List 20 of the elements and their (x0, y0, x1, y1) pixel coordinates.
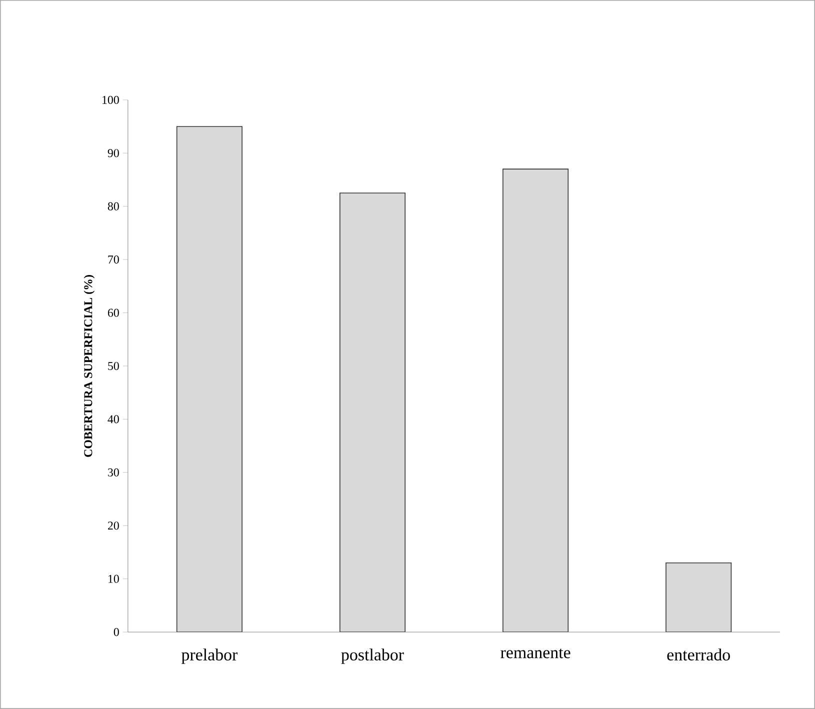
y-tick-label: 90 (108, 149, 119, 158)
y-tick-label: 80 (108, 202, 119, 210)
bar (502, 168, 569, 632)
y-tick-label: 70 (108, 256, 119, 264)
y-tick-label: 30 (108, 468, 119, 476)
bar (176, 126, 242, 632)
x-tick-label: postlabor (341, 648, 404, 664)
y-tick-label: 20 (108, 522, 119, 530)
bar (339, 192, 406, 632)
y-axis-title: COBERTURA SUPERFICIAL (%) (84, 275, 95, 457)
bar (666, 562, 732, 632)
x-tick-label: remanente (500, 648, 570, 658)
y-tick-label: 0 (114, 628, 119, 636)
y-tick-label: 100 (102, 96, 119, 104)
y-tick-label: 50 (108, 362, 119, 370)
y-tick-label: 40 (108, 415, 119, 424)
y-tick-label: 60 (108, 308, 119, 317)
x-tick-label: prelabor (182, 648, 238, 664)
y-tick-label: 10 (108, 574, 119, 583)
x-tick-label: enterrado (667, 648, 730, 661)
